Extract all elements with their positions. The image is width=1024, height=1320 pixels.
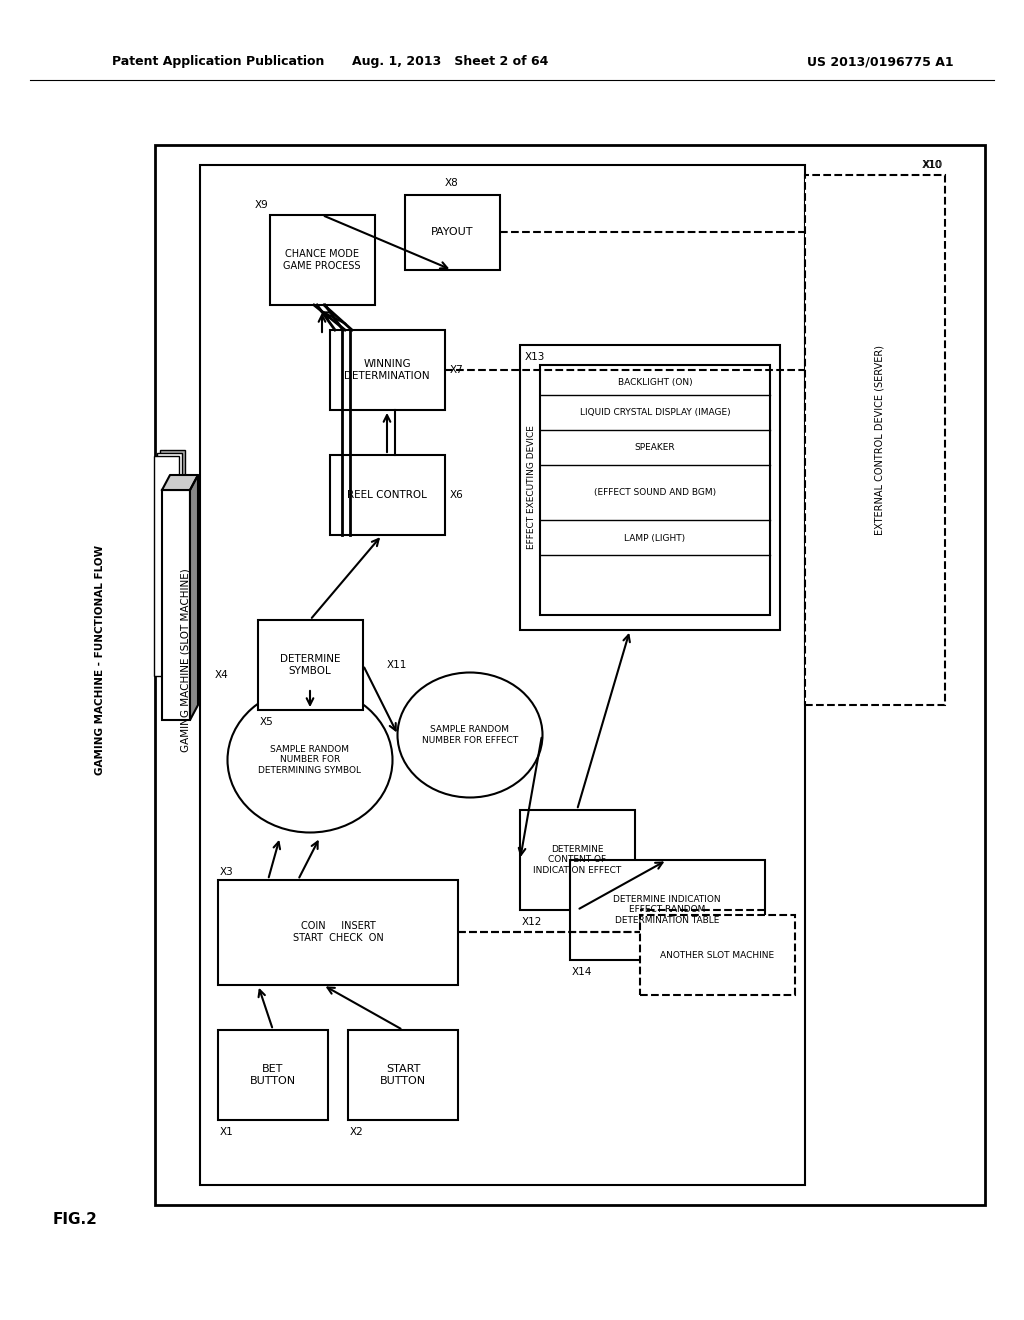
- Bar: [406, 195, 500, 271]
- Bar: [270, 215, 375, 305]
- Text: BET
BUTTON: BET BUTTON: [250, 1064, 296, 1086]
- Polygon shape: [190, 475, 198, 719]
- Bar: [330, 455, 445, 535]
- Text: GAMING MACHINE - FUNCTIONAL FLOW: GAMING MACHINE - FUNCTIONAL FLOW: [95, 545, 105, 775]
- Text: SPEAKER: SPEAKER: [635, 444, 675, 453]
- Bar: [570, 861, 765, 960]
- Text: SAMPLE RANDOM
NUMBER FOR EFFECT: SAMPLE RANDOM NUMBER FOR EFFECT: [422, 725, 518, 744]
- Text: X12: X12: [522, 917, 543, 927]
- Text: Aug. 1, 2013   Sheet 2 of 64: Aug. 1, 2013 Sheet 2 of 64: [352, 55, 548, 69]
- Text: X10: X10: [922, 160, 942, 170]
- Text: REEL CONTROL: REEL CONTROL: [347, 490, 427, 500]
- Text: LIQUID CRYSTAL DISPLAY (IMAGE): LIQUID CRYSTAL DISPLAY (IMAGE): [580, 408, 730, 417]
- Text: X14: X14: [572, 968, 592, 977]
- Bar: [640, 915, 795, 995]
- Text: (EFFECT SOUND AND BGM): (EFFECT SOUND AND BGM): [594, 487, 716, 496]
- Bar: [162, 490, 190, 719]
- Text: US 2013/0196775 A1: US 2013/0196775 A1: [807, 55, 953, 69]
- Text: GAMING MACHINE (SLOT MACHINE): GAMING MACHINE (SLOT MACHINE): [180, 568, 190, 752]
- Polygon shape: [162, 475, 198, 490]
- Text: FIG.2: FIG.2: [52, 1213, 97, 1228]
- Bar: [154, 455, 179, 676]
- Bar: [218, 1030, 328, 1119]
- Bar: [157, 453, 182, 673]
- Text: BACKLIGHT (ON): BACKLIGHT (ON): [617, 378, 692, 387]
- Text: X5: X5: [260, 717, 273, 727]
- Text: COIN     INSERT
START  CHECK  ON: COIN INSERT START CHECK ON: [293, 921, 383, 942]
- Text: LAMP (LIGHT): LAMP (LIGHT): [625, 533, 685, 543]
- Bar: [200, 165, 805, 1185]
- Bar: [160, 450, 185, 671]
- Bar: [330, 330, 445, 411]
- Text: EXTERNAL CONTROL DEVICE (SERVER): EXTERNAL CONTROL DEVICE (SERVER): [874, 345, 885, 535]
- Bar: [520, 810, 635, 909]
- Text: CHANCE MODE
GAME PROCESS: CHANCE MODE GAME PROCESS: [284, 249, 360, 271]
- Bar: [155, 145, 985, 1205]
- Text: X9: X9: [255, 201, 268, 210]
- Text: X10: X10: [923, 160, 943, 170]
- Text: X2: X2: [350, 1127, 364, 1137]
- Text: DETERMINE
CONTENT OF
INDICATION EFFECT: DETERMINE CONTENT OF INDICATION EFFECT: [532, 845, 622, 875]
- Text: X3: X3: [220, 867, 233, 876]
- Bar: [520, 345, 780, 630]
- Text: PAYOUT: PAYOUT: [431, 227, 473, 238]
- Text: EFFECT EXECUTING DEVICE: EFFECT EXECUTING DEVICE: [526, 425, 536, 549]
- Text: SAMPLE RANDOM
NUMBER FOR
DETERMINING SYMBOL: SAMPLE RANDOM NUMBER FOR DETERMINING SYM…: [258, 744, 361, 775]
- Text: DETERMINE INDICATION
EFFECT RANDOM
DETERMINATION TABLE: DETERMINE INDICATION EFFECT RANDOM DETER…: [613, 895, 721, 925]
- Text: X4: X4: [215, 671, 228, 680]
- Text: Patent Application Publication: Patent Application Publication: [112, 55, 325, 69]
- Bar: [258, 620, 362, 710]
- Text: START
BUTTON: START BUTTON: [380, 1064, 426, 1086]
- Bar: [348, 1030, 458, 1119]
- Text: X11: X11: [387, 660, 408, 671]
- Text: X8: X8: [445, 178, 459, 187]
- Text: ANOTHER SLOT MACHINE: ANOTHER SLOT MACHINE: [659, 950, 774, 960]
- Ellipse shape: [397, 672, 543, 797]
- Bar: [218, 880, 458, 985]
- Text: X6: X6: [450, 490, 464, 500]
- Text: X1: X1: [220, 1127, 233, 1137]
- Ellipse shape: [227, 688, 392, 833]
- Text: X7: X7: [450, 366, 464, 375]
- Bar: [540, 366, 770, 615]
- Text: X13: X13: [525, 352, 546, 362]
- Text: DETERMINE
SYMBOL: DETERMINE SYMBOL: [280, 655, 340, 676]
- Bar: [805, 176, 945, 705]
- Text: WINNING
DETERMINATION: WINNING DETERMINATION: [344, 359, 430, 380]
